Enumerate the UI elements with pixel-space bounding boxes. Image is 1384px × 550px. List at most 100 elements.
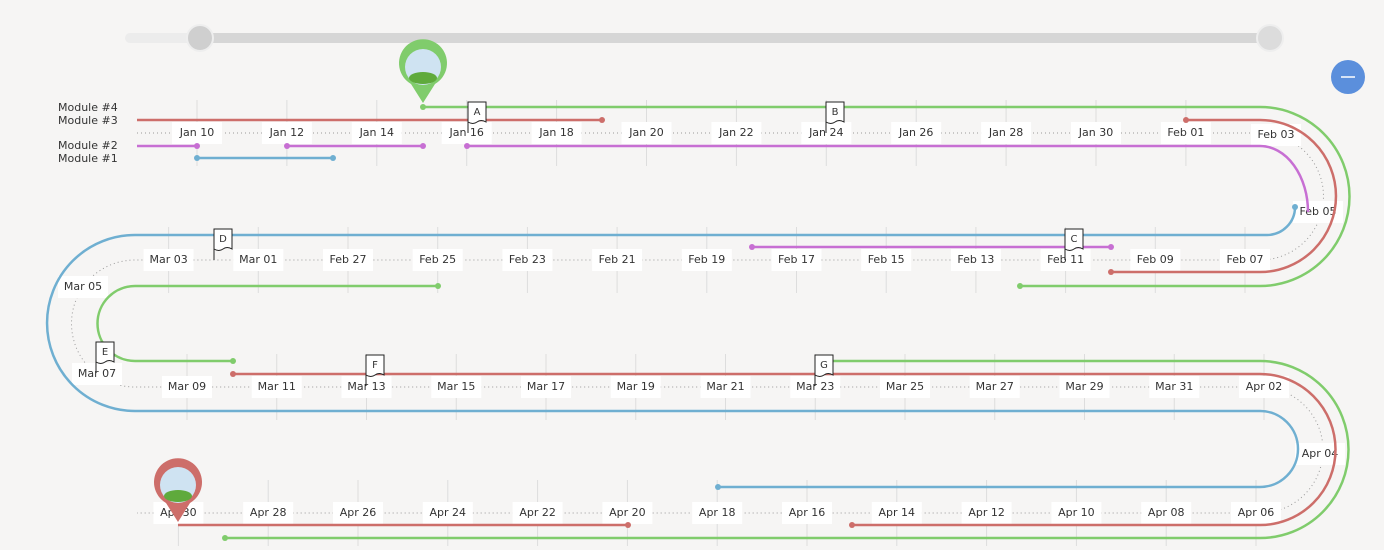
marker-flag <box>95 341 115 364</box>
date-label: Mar 07 <box>78 367 116 380</box>
date-label: Feb 11 <box>1047 253 1084 266</box>
marker-label: C <box>1071 234 1078 245</box>
date-label: Feb 19 <box>688 253 725 266</box>
date-label: Feb 13 <box>957 253 994 266</box>
endpoint <box>194 143 200 149</box>
endpoint <box>749 244 755 250</box>
date-label-bg <box>521 376 571 398</box>
range-slider[interactable] <box>125 24 1284 52</box>
date-label: Apr 22 <box>519 506 556 519</box>
date-label: Apr 14 <box>879 506 916 519</box>
date-label: Apr 06 <box>1238 506 1275 519</box>
date-label-bg <box>172 122 222 144</box>
date-label-bg <box>610 376 661 398</box>
date-label-bg <box>592 249 643 271</box>
date-label-bg <box>1130 249 1181 271</box>
date-label-bg <box>782 502 832 524</box>
date-label-bg <box>162 376 212 398</box>
module-4-track <box>96 284 438 363</box>
date-label: Feb 05 <box>1300 205 1337 218</box>
marker-label: G <box>820 360 828 371</box>
module-label: Module #1 <box>58 152 118 165</box>
date-label: Feb 15 <box>868 253 905 266</box>
date-label: Feb 21 <box>599 253 636 266</box>
date-label-bg <box>233 249 284 271</box>
date-label-bg <box>512 502 563 524</box>
date-label-bg <box>602 502 653 524</box>
date-label-bg <box>1220 249 1270 271</box>
date-label-bg <box>621 122 672 144</box>
date-label-bg <box>441 122 492 144</box>
slider-rail <box>125 33 205 43</box>
date-label-bg <box>1059 376 1110 398</box>
date-label-bg <box>1071 122 1121 144</box>
module-label: Module #3 <box>58 114 118 127</box>
date-label: Mar 29 <box>1065 380 1103 393</box>
endpoint <box>1183 117 1189 123</box>
slider-handle[interactable] <box>186 24 214 52</box>
date-label: Feb 27 <box>330 253 367 266</box>
date-label: Feb 03 <box>1258 128 1295 141</box>
marker-flag <box>825 101 845 124</box>
date-label-bg <box>1051 502 1102 524</box>
date-label-bg <box>1149 376 1200 398</box>
date-label: Mar 27 <box>976 380 1014 393</box>
date-label-bg <box>351 122 402 144</box>
date-label: Feb 17 <box>778 253 815 266</box>
date-label-bg <box>261 122 312 144</box>
date-label: Mar 01 <box>239 253 277 266</box>
endpoint <box>849 522 855 528</box>
module-1-track <box>45 206 1300 489</box>
endpoint <box>715 484 721 490</box>
pin-photo-grass <box>409 72 437 84</box>
endpoint <box>1292 204 1298 210</box>
endpoint <box>1017 283 1023 289</box>
markers: A B C D E F G <box>95 101 1084 386</box>
pin-photo-grass <box>164 490 192 502</box>
date-label: Apr 12 <box>968 506 1005 519</box>
date-label: Mar 17 <box>527 380 565 393</box>
zoom-out-button[interactable] <box>1331 60 1365 94</box>
date-label: Mar 31 <box>1155 380 1193 393</box>
slider-range <box>200 33 1270 43</box>
date-label: Jan 30 <box>1078 126 1113 139</box>
date-label: Apr 20 <box>609 506 646 519</box>
date-label: Feb 07 <box>1227 253 1264 266</box>
module-label: Module #4 <box>58 101 118 114</box>
marker-flag <box>213 228 233 251</box>
endpoint <box>230 371 236 377</box>
date-label-bg <box>1239 376 1289 398</box>
map-pin[interactable] <box>154 458 202 522</box>
date-label: Mar 09 <box>168 380 206 393</box>
endpoint <box>230 358 236 364</box>
slider-handle[interactable] <box>1256 24 1284 52</box>
date-label: Mar 05 <box>64 280 102 293</box>
date-label-bg <box>700 376 751 398</box>
endpoint <box>284 143 290 149</box>
date-label-bg <box>961 502 1012 524</box>
date-label-bg <box>1293 201 1343 223</box>
map-pin[interactable] <box>399 39 447 103</box>
date-label-bg <box>1251 124 1301 146</box>
module-3-track <box>1111 118 1338 274</box>
date-label: Feb 25 <box>419 253 456 266</box>
date-label-bg <box>422 502 473 524</box>
date-label-bg <box>692 502 743 524</box>
date-label: Feb 01 <box>1167 126 1204 139</box>
date-label: Mar 19 <box>617 380 655 393</box>
date-label: Apr 28 <box>250 506 287 519</box>
endpoint <box>1108 244 1114 250</box>
date-label-bg <box>143 249 194 271</box>
module-labels: Module #4 Module #3 Module #2 Module #1 <box>58 101 118 165</box>
date-label: Jan 26 <box>898 126 933 139</box>
marker-flag <box>814 354 834 377</box>
date-label-bg <box>871 502 922 524</box>
marker-label: A <box>474 107 481 118</box>
date-label: Mar 25 <box>886 380 924 393</box>
axis: Jan 10 Jan 12 Jan 14 Jan 16 Jan 18 Jan 20 Jan … <box>58 100 1345 546</box>
date-label: Mar 03 <box>149 253 187 266</box>
date-label: Mar 11 <box>258 380 296 393</box>
module-3-track <box>233 372 1337 527</box>
